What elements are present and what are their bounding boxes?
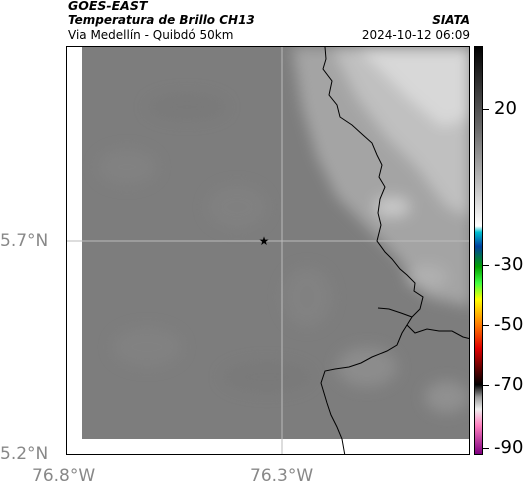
boundary-line bbox=[320, 47, 424, 454]
star-icon: ★ bbox=[259, 234, 270, 248]
longitude-label: 76.8°W bbox=[32, 466, 96, 486]
satellite-name: GOES-EAST bbox=[68, 0, 148, 13]
colorbar-tick bbox=[483, 265, 489, 266]
colorbar bbox=[474, 46, 483, 455]
colorbar-tick-label: -30 bbox=[494, 254, 524, 275]
colorbar-tick bbox=[483, 109, 489, 110]
colorbar-tick-label: 20 bbox=[494, 98, 517, 119]
longitude-label: 76.3°W bbox=[250, 466, 314, 486]
image-datetime: 2024-10-12 06:09 bbox=[361, 28, 470, 42]
boundary-line bbox=[377, 307, 469, 340]
route-subtitle: Via Medellín - Quibdó 50km bbox=[68, 28, 234, 42]
latitude-label: 5.7°N bbox=[0, 231, 49, 251]
colorbar-tick bbox=[483, 448, 489, 449]
satellite-map[interactable]: ★ bbox=[66, 46, 470, 455]
colorbar-tick-label: -70 bbox=[494, 374, 524, 395]
latitude-label: 5.2°N bbox=[0, 444, 49, 464]
colorbar-tick bbox=[483, 385, 489, 386]
product-title: Temperatura de Brillo CH13 bbox=[68, 13, 255, 27]
colorbar-tick-label: -50 bbox=[494, 314, 524, 335]
colorbar-tick bbox=[483, 325, 489, 326]
agency-name: SIATA bbox=[432, 13, 470, 27]
colorbar-tick-label: -90 bbox=[494, 437, 524, 458]
